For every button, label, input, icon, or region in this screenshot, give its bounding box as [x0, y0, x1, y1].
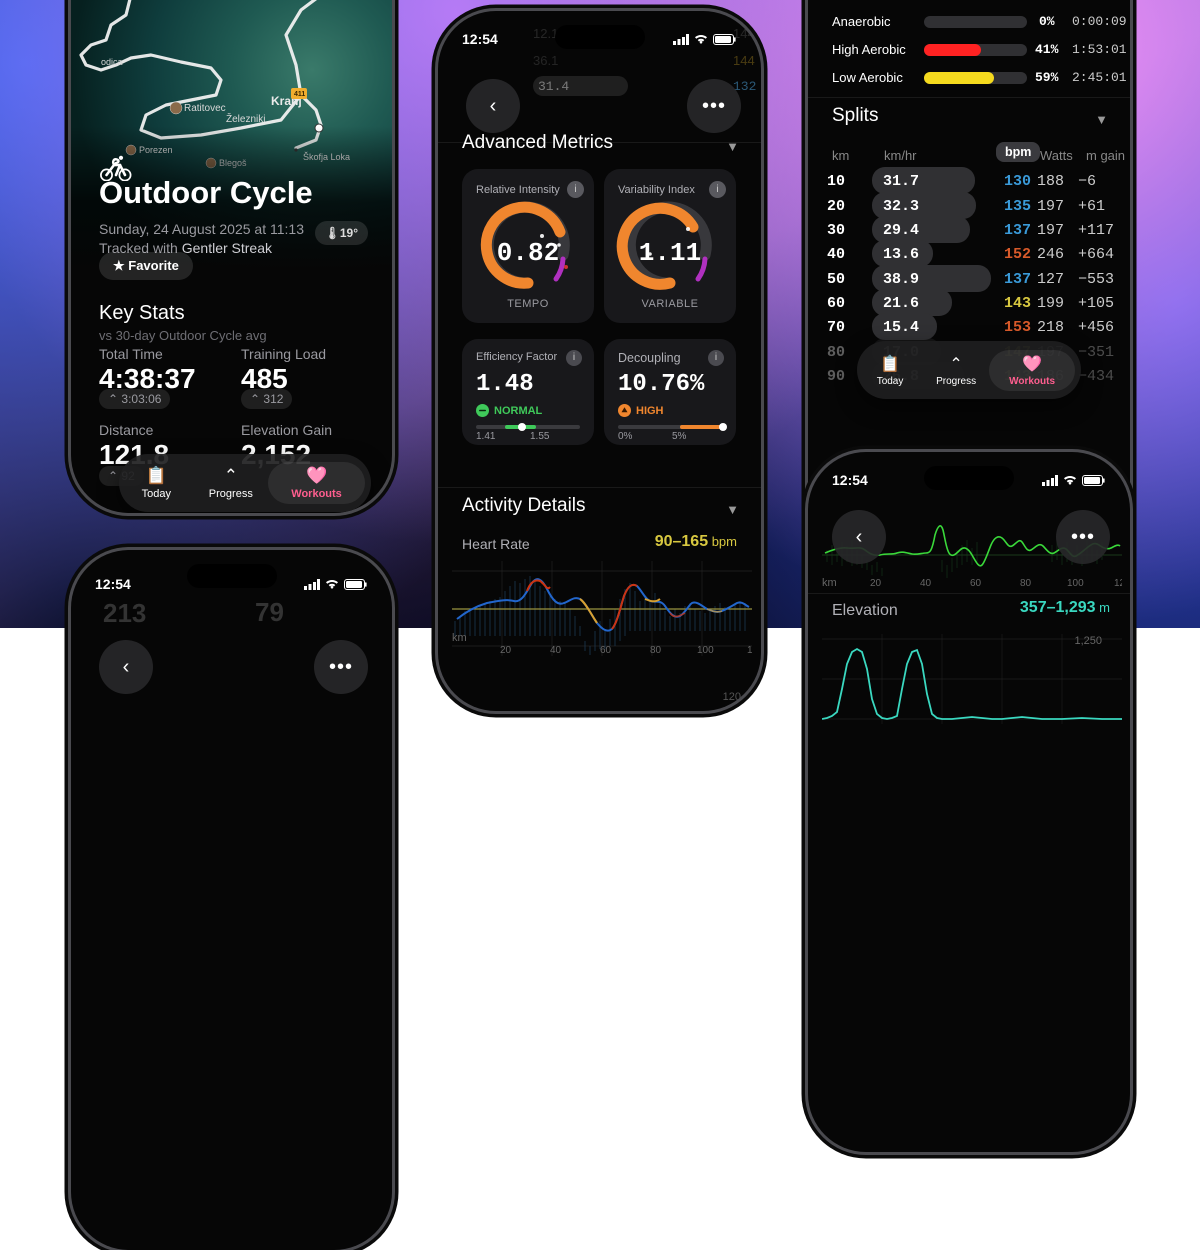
svg-text:1,250: 1,250: [1074, 635, 1102, 647]
svg-text:km: km: [452, 632, 467, 644]
svg-text:40: 40: [550, 645, 562, 656]
svg-text:km: km: [822, 577, 837, 589]
svg-text:0.82: 0.82: [497, 238, 559, 268]
svg-text:40: 40: [920, 578, 932, 589]
svg-text:20: 20: [500, 645, 512, 656]
svg-text:20: 20: [870, 578, 882, 589]
svg-text:1.11: 1.11: [639, 238, 701, 268]
svg-text:120: 120: [1114, 578, 1122, 589]
svg-text:80: 80: [650, 645, 662, 656]
svg-text:100: 100: [697, 645, 714, 656]
svg-text:60: 60: [970, 578, 982, 589]
svg-text:120: 120: [747, 645, 752, 656]
svg-text:60: 60: [600, 645, 612, 656]
svg-text:80: 80: [1020, 578, 1032, 589]
svg-text:100: 100: [1067, 578, 1084, 589]
